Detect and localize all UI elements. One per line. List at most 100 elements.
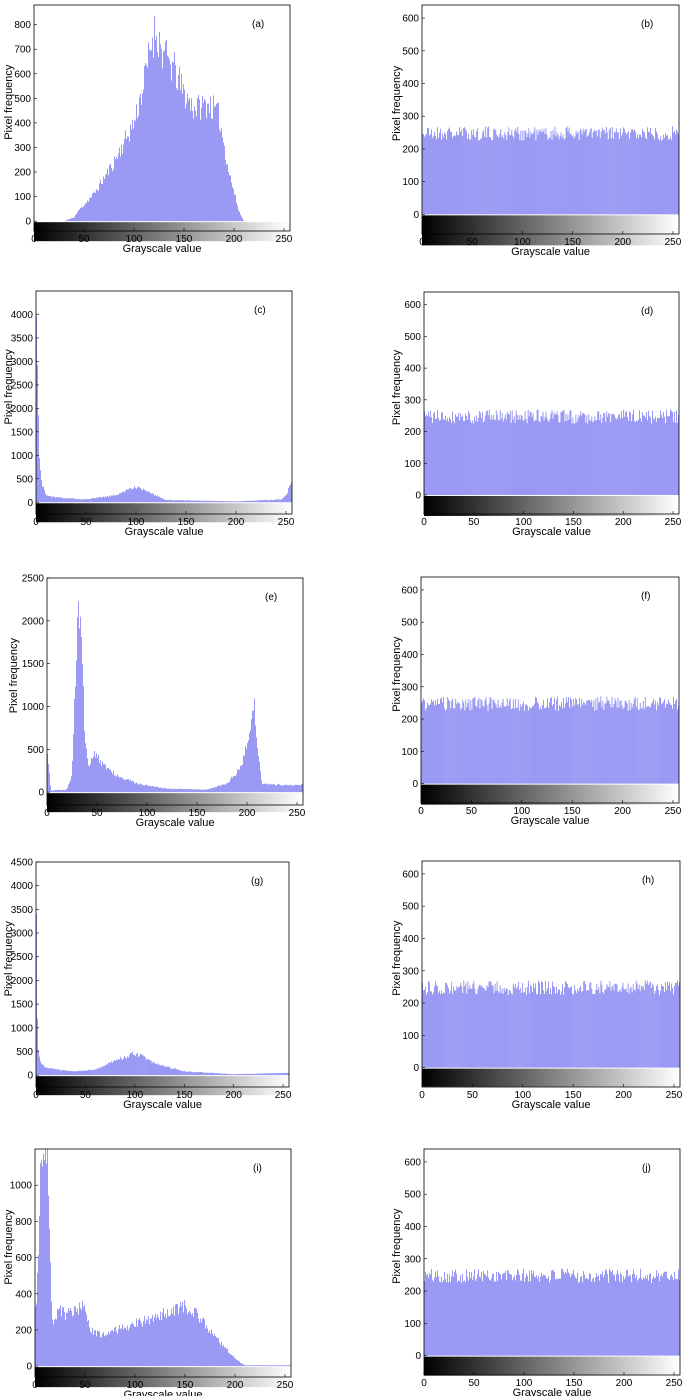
- plot-frame: [35, 290, 293, 515]
- x-tick-label: 0: [31, 234, 37, 245]
- y-tick-label: 2500: [22, 574, 45, 585]
- y-tick-label: 400: [14, 118, 31, 129]
- x-tick-label: 200: [614, 806, 631, 817]
- y-tick-label: 400: [404, 1222, 421, 1233]
- plot-frame: [420, 576, 680, 804]
- y-axis-label: Pixel frequency: [3, 64, 15, 140]
- x-tick-label: 250: [277, 1380, 294, 1391]
- x-axis-label: Grayscale value: [125, 526, 204, 538]
- y-tick-label: 300: [402, 966, 419, 977]
- x-tick-label: 50: [78, 234, 90, 245]
- x-tick-label: 150: [565, 517, 582, 528]
- histogram-panel-b: 0 100 200 300 400 500 600 0 50 100 150 200 250 Graysc…: [391, 4, 682, 258]
- y-tick-label: 0: [26, 1362, 32, 1373]
- histogram-panel-h: 0 100 200 300 400 500 600 0 50 100 150 200 250 Graysc…: [391, 860, 683, 1111]
- grayscale-colorbar: [36, 1076, 289, 1096]
- x-axis-label: Grayscale value: [511, 246, 590, 258]
- histogram-bars: [424, 1268, 680, 1356]
- x-tick-label: 150: [564, 806, 581, 817]
- y-tick-label: 4000: [11, 881, 34, 892]
- x-tick-label: 0: [419, 237, 425, 248]
- histogram-bars: [422, 980, 680, 1068]
- y-tick-label: 300: [401, 682, 418, 693]
- histogram-panel-i: 0 200 400 600 800 1000 0 50 100 150 200 250 Grayscal…: [3, 1148, 294, 1396]
- y-tick-label: 500: [404, 1190, 421, 1201]
- y-tick-label: 100: [404, 459, 421, 470]
- x-tick-label: 200: [228, 517, 245, 528]
- x-tick-label: 100: [126, 234, 143, 245]
- panel-label: (e): [265, 592, 277, 603]
- histogram-panel-c: 0 500 1000 1500 2000 2500 3000 3500 4000 0 50 100 15…: [3, 290, 295, 538]
- y-tick-label: 400: [15, 1289, 32, 1300]
- x-tick-label: 100: [514, 237, 531, 248]
- x-axis-label: Grayscale value: [513, 1387, 592, 1396]
- histogram-bars: [422, 126, 679, 215]
- y-tick-label: 800: [14, 20, 31, 31]
- x-tick-label: 100: [516, 1378, 533, 1389]
- x-axis-label: Grayscale value: [136, 817, 215, 829]
- y-tick-label: 1000: [11, 451, 34, 462]
- y-tick-label: 100: [402, 1031, 419, 1042]
- y-tick-label: 2000: [22, 616, 45, 627]
- y-tick-label: 100: [401, 747, 418, 758]
- y-tick-label: 2500: [11, 952, 34, 963]
- y-tick-label: 4500: [11, 858, 34, 869]
- x-tick-label: 50: [466, 806, 478, 817]
- histogram-bars: [35, 1149, 291, 1367]
- x-tick-label: 150: [176, 1090, 193, 1101]
- x-tick-label: 200: [239, 808, 256, 819]
- grayscale-colorbar: [424, 1356, 680, 1376]
- y-tick-label: 200: [404, 1287, 421, 1298]
- panel-label: (g): [251, 876, 263, 887]
- x-tick-label: 50: [91, 808, 103, 819]
- x-tick-label: 0: [419, 1090, 425, 1101]
- y-tick-label: 0: [415, 1351, 421, 1362]
- y-tick-label: 600: [14, 69, 31, 80]
- y-tick-label: 400: [404, 364, 421, 375]
- y-tick-label: 0: [38, 788, 44, 799]
- x-tick-label: 100: [128, 517, 145, 528]
- panel-label: (i): [253, 1163, 262, 1174]
- x-tick-label: 200: [227, 1380, 244, 1391]
- histogram-panel-j: 0 100 200 300 400 500 600 0 50 100 150 200 250 Graysc…: [391, 1148, 683, 1396]
- plot-frame: [421, 860, 681, 1088]
- x-tick-label: 250: [276, 234, 293, 245]
- y-tick-label: 800: [15, 1217, 32, 1228]
- histogram-panel-e: 0 500 1000 1500 2000 2500 0 50 100 150 200 250 Grays…: [8, 574, 306, 830]
- y-tick-label: 500: [27, 745, 44, 756]
- grayscale-colorbar: [422, 1068, 680, 1087]
- x-tick-label: 0: [421, 1378, 427, 1389]
- y-tick-label: 0: [413, 210, 419, 221]
- x-tick-label: 150: [176, 234, 193, 245]
- x-tick-label: 0: [33, 1090, 39, 1101]
- plot-frame: [423, 291, 680, 515]
- x-tick-label: 200: [225, 1090, 242, 1101]
- plot-frame: [33, 4, 291, 232]
- y-tick-label: 100: [404, 1319, 421, 1330]
- histogram-bars: [36, 914, 289, 1076]
- y-tick-label: 1500: [11, 1000, 34, 1011]
- y-tick-label: 600: [404, 1157, 421, 1168]
- y-tick-label: 500: [402, 902, 419, 913]
- y-tick-label: 1500: [11, 427, 34, 438]
- histogram-panel-d: 0 100 200 300 400 500 600 0 50 100 150 200 250 Graysc…: [391, 291, 682, 538]
- x-tick-label: 150: [177, 1380, 194, 1391]
- x-tick-label: 0: [33, 517, 39, 528]
- x-tick-label: 50: [79, 1380, 91, 1391]
- histogram-bars: [424, 409, 679, 495]
- x-tick-label: 150: [178, 517, 195, 528]
- panel-label: (h): [642, 875, 654, 886]
- y-tick-label: 700: [14, 45, 31, 56]
- plot-frame: [46, 577, 304, 806]
- y-tick-label: 500: [404, 332, 421, 343]
- x-tick-label: 0: [32, 1380, 38, 1391]
- histogram-panel-g: 0 500 1000 1500 2000 2500 3000 3500 4000 4500 0 50 1…: [3, 858, 292, 1112]
- plot-frame: [34, 1148, 292, 1378]
- y-tick-label: 3000: [11, 929, 34, 940]
- plot-frame: [35, 861, 290, 1088]
- grayscale-colorbar: [36, 503, 292, 523]
- y-tick-label: 2000: [11, 976, 34, 987]
- y-tick-label: 1500: [22, 659, 45, 670]
- y-tick-label: 3500: [11, 905, 34, 916]
- y-tick-label: 0: [415, 490, 421, 501]
